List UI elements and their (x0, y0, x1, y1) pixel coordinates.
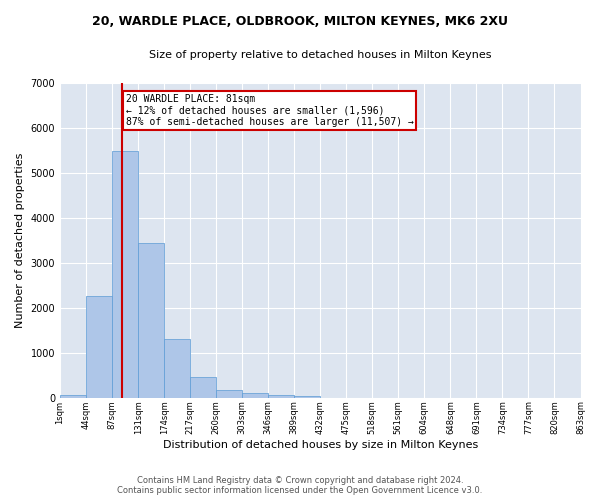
Bar (138, 242, 164, 398)
Y-axis label: Number of detached properties: Number of detached properties (15, 152, 25, 328)
Bar (294, 396, 320, 398)
Bar (164, 339, 190, 398)
Bar (86, 296, 112, 398)
Bar (216, 390, 242, 398)
Bar (268, 394, 294, 398)
Bar (112, 152, 138, 398)
Bar (60, 394, 86, 398)
Text: 20, WARDLE PLACE, OLDBROOK, MILTON KEYNES, MK6 2XU: 20, WARDLE PLACE, OLDBROOK, MILTON KEYNE… (92, 15, 508, 28)
Text: 20 WARDLE PLACE: 81sqm
← 12% of detached houses are smaller (1,596)
87% of semi-: 20 WARDLE PLACE: 81sqm ← 12% of detached… (125, 94, 413, 128)
Bar (242, 393, 268, 398)
Text: Contains HM Land Registry data © Crown copyright and database right 2024.
Contai: Contains HM Land Registry data © Crown c… (118, 476, 482, 495)
Bar (190, 376, 216, 398)
Title: Size of property relative to detached houses in Milton Keynes: Size of property relative to detached ho… (149, 50, 491, 60)
X-axis label: Distribution of detached houses by size in Milton Keynes: Distribution of detached houses by size … (163, 440, 478, 450)
